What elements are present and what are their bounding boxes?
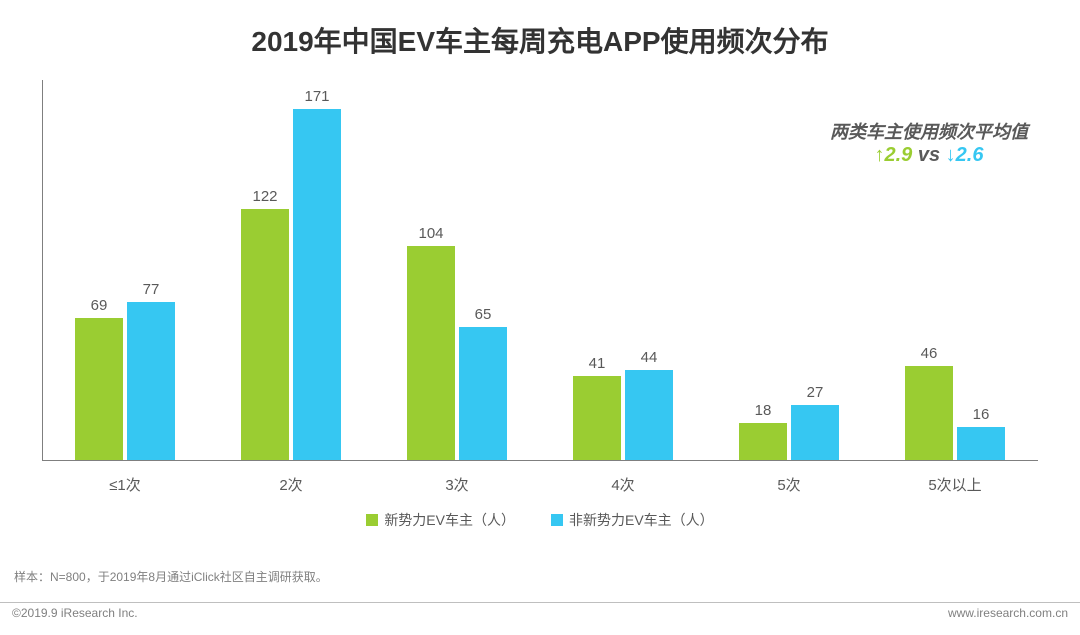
legend-label: 非新势力EV车主（人）: [569, 512, 714, 528]
copyright-right: www.iresearch.com.cn: [948, 606, 1068, 620]
bar: [293, 109, 341, 460]
category-label: 3次: [374, 474, 540, 495]
bar: [75, 318, 123, 460]
bar: [459, 327, 507, 461]
bar-chart: ≤1次69772次1221713次104654次41445次18275次以上46…: [42, 80, 1038, 460]
legend-swatch: [366, 514, 378, 526]
bar: [739, 423, 787, 460]
bar: [791, 405, 839, 460]
bar: [407, 246, 455, 460]
copyright-left: ©2019.9 iResearch Inc.: [12, 606, 138, 620]
bar-value-label: 104: [401, 225, 461, 242]
category-label: 4次: [540, 474, 706, 495]
legend: 新势力EV车主（人） 非新势力EV车主（人）: [0, 510, 1080, 530]
bar: [905, 366, 953, 460]
bar-value-label: 122: [235, 188, 295, 205]
legend-swatch: [551, 514, 563, 526]
sample-footnote: 样本：N=800，于2019年8月通过iClick社区自主调研获取。: [14, 568, 328, 585]
bar-value-label: 69: [69, 297, 129, 314]
y-axis-line: [42, 80, 43, 460]
bar-value-label: 18: [733, 402, 793, 419]
category-label: 5次以上: [872, 474, 1038, 495]
x-axis-line: [42, 460, 1038, 461]
bar-value-label: 44: [619, 349, 679, 366]
bar-value-label: 65: [453, 306, 513, 323]
legend-item: 新势力EV车主（人）: [366, 510, 515, 530]
bar: [573, 376, 621, 460]
copyright-bar: ©2019.9 iResearch Inc. www.iresearch.com…: [0, 602, 1080, 635]
bar-value-label: 27: [785, 384, 845, 401]
legend-item: 非新势力EV车主（人）: [551, 510, 714, 530]
bar-value-label: 77: [121, 281, 181, 298]
bar: [241, 209, 289, 460]
bar-value-label: 41: [567, 355, 627, 372]
bar: [957, 427, 1005, 460]
chart-title: 2019年中国EV车主每周充电APP使用频次分布: [0, 0, 1080, 60]
bar-value-label: 171: [287, 88, 347, 105]
bar-value-label: 46: [899, 345, 959, 362]
legend-label: 新势力EV车主（人）: [384, 512, 515, 528]
bar-value-label: 16: [951, 406, 1011, 423]
bar: [127, 302, 175, 460]
category-label: 2次: [208, 474, 374, 495]
bar: [625, 370, 673, 460]
category-label: ≤1次: [42, 474, 208, 495]
category-label: 5次: [706, 474, 872, 495]
